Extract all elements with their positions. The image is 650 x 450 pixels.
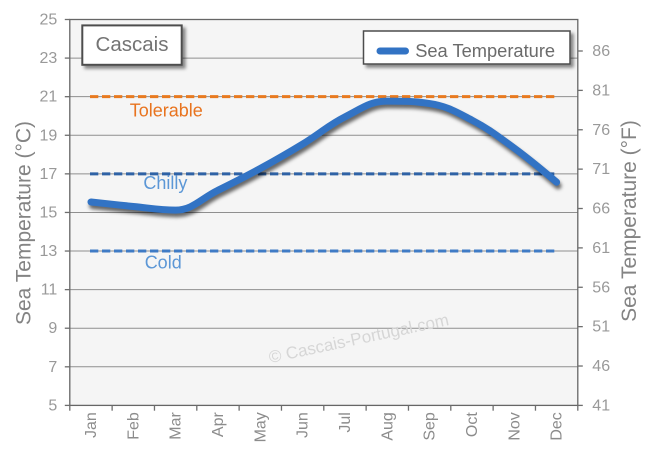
- svg-text:56: 56: [592, 279, 610, 296]
- svg-text:46: 46: [592, 358, 610, 375]
- svg-text:15: 15: [40, 204, 58, 221]
- svg-text:11: 11: [41, 282, 58, 299]
- svg-text:Sep: Sep: [422, 412, 439, 441]
- svg-text:Jan: Jan: [83, 412, 100, 438]
- svg-text:19: 19: [40, 127, 58, 144]
- svg-text:66: 66: [592, 201, 610, 218]
- svg-text:7: 7: [48, 359, 57, 376]
- svg-text:Chilly: Chilly: [143, 173, 187, 193]
- svg-text:86: 86: [592, 43, 610, 60]
- svg-text:51: 51: [592, 319, 610, 336]
- svg-text:Cascais: Cascais: [96, 33, 169, 56]
- svg-text:5: 5: [48, 397, 57, 414]
- svg-text:21: 21: [40, 89, 58, 106]
- svg-text:41: 41: [592, 397, 610, 414]
- svg-text:May: May: [252, 412, 269, 442]
- svg-text:Jun: Jun: [295, 412, 312, 438]
- svg-text:81: 81: [592, 82, 610, 99]
- svg-text:9: 9: [48, 320, 57, 337]
- svg-text:13: 13: [40, 243, 58, 260]
- svg-text:Tolerable: Tolerable: [130, 101, 203, 121]
- svg-text:Cold: Cold: [145, 252, 182, 272]
- svg-text:71: 71: [592, 161, 610, 178]
- svg-text:Sea Temperature (°C): Sea Temperature (°C): [12, 121, 35, 325]
- svg-text:Nov: Nov: [506, 412, 523, 440]
- svg-text:61: 61: [592, 240, 610, 257]
- svg-text:Apr: Apr: [210, 412, 227, 438]
- svg-text:Jul: Jul: [337, 412, 354, 432]
- svg-text:17: 17: [40, 166, 58, 183]
- svg-text:76: 76: [592, 122, 610, 139]
- svg-text:Aug: Aug: [379, 412, 396, 440]
- svg-text:Mar: Mar: [168, 412, 185, 440]
- svg-text:25: 25: [40, 12, 58, 29]
- svg-text:Dec: Dec: [549, 412, 566, 440]
- svg-text:Feb: Feb: [125, 412, 142, 440]
- svg-text:Oct: Oct: [464, 412, 481, 437]
- svg-text:Sea Temperature (°F): Sea Temperature (°F): [618, 120, 641, 322]
- svg-text:Sea Temperature: Sea Temperature: [415, 40, 555, 61]
- svg-text:23: 23: [40, 50, 58, 67]
